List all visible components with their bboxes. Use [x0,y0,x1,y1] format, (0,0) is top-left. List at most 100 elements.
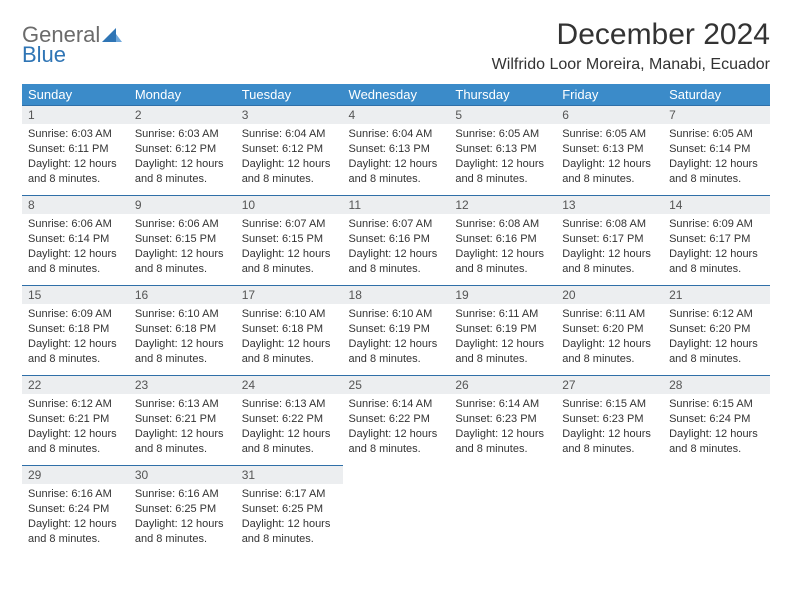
day-content: Sunrise: 6:04 AMSunset: 6:12 PMDaylight:… [236,124,343,194]
daylight-text-2: and 8 minutes. [135,262,230,277]
calendar-day-cell [556,465,663,555]
weekday-header-row: Sunday Monday Tuesday Wednesday Thursday… [22,84,770,105]
weekday-header: Friday [556,84,663,105]
daylight-text-1: Daylight: 12 hours [669,337,764,352]
calendar-week-row: 15Sunrise: 6:09 AMSunset: 6:18 PMDayligh… [22,285,770,375]
daylight-text-2: and 8 minutes. [242,532,337,547]
calendar-week-row: 29Sunrise: 6:16 AMSunset: 6:24 PMDayligh… [22,465,770,555]
calendar-day-cell: 31Sunrise: 6:17 AMSunset: 6:25 PMDayligh… [236,465,343,555]
day-content: Sunrise: 6:12 AMSunset: 6:21 PMDaylight:… [22,394,129,464]
day-content: Sunrise: 6:09 AMSunset: 6:18 PMDaylight:… [22,304,129,374]
sunrise-text: Sunrise: 6:07 AM [242,217,337,232]
daylight-text-2: and 8 minutes. [562,172,657,187]
daylight-text-2: and 8 minutes. [349,262,444,277]
daylight-text-2: and 8 minutes. [135,532,230,547]
calendar-day-cell: 27Sunrise: 6:15 AMSunset: 6:23 PMDayligh… [556,375,663,465]
day-content: Sunrise: 6:13 AMSunset: 6:22 PMDaylight:… [236,394,343,464]
daylight-text-1: Daylight: 12 hours [242,157,337,172]
daylight-text-2: and 8 minutes. [135,442,230,457]
sunrise-text: Sunrise: 6:13 AM [135,397,230,412]
day-number: 20 [556,285,663,304]
day-number: 24 [236,375,343,394]
daylight-text-2: and 8 minutes. [135,172,230,187]
calendar-day-cell: 23Sunrise: 6:13 AMSunset: 6:21 PMDayligh… [129,375,236,465]
sunset-text: Sunset: 6:17 PM [669,232,764,247]
sunset-text: Sunset: 6:24 PM [28,502,123,517]
daylight-text-1: Daylight: 12 hours [28,517,123,532]
day-content: Sunrise: 6:06 AMSunset: 6:14 PMDaylight:… [22,214,129,284]
calendar-day-cell [663,465,770,555]
sunrise-text: Sunrise: 6:12 AM [669,307,764,322]
sunrise-text: Sunrise: 6:13 AM [242,397,337,412]
calendar-day-cell: 30Sunrise: 6:16 AMSunset: 6:25 PMDayligh… [129,465,236,555]
day-content: Sunrise: 6:09 AMSunset: 6:17 PMDaylight:… [663,214,770,284]
calendar-week-row: 22Sunrise: 6:12 AMSunset: 6:21 PMDayligh… [22,375,770,465]
day-content: Sunrise: 6:05 AMSunset: 6:13 PMDaylight:… [556,124,663,194]
day-number: 31 [236,465,343,484]
daylight-text-1: Daylight: 12 hours [135,517,230,532]
calendar-table: Sunday Monday Tuesday Wednesday Thursday… [22,84,770,555]
sunset-text: Sunset: 6:15 PM [242,232,337,247]
daylight-text-2: and 8 minutes. [242,172,337,187]
sunset-text: Sunset: 6:16 PM [349,232,444,247]
sunrise-text: Sunrise: 6:05 AM [669,127,764,142]
sunset-text: Sunset: 6:25 PM [135,502,230,517]
sunset-text: Sunset: 6:22 PM [242,412,337,427]
day-content: Sunrise: 6:15 AMSunset: 6:24 PMDaylight:… [663,394,770,464]
sunset-text: Sunset: 6:12 PM [242,142,337,157]
day-number: 6 [556,105,663,124]
calendar-day-cell: 8Sunrise: 6:06 AMSunset: 6:14 PMDaylight… [22,195,129,285]
daylight-text-1: Daylight: 12 hours [455,427,550,442]
calendar-day-cell: 10Sunrise: 6:07 AMSunset: 6:15 PMDayligh… [236,195,343,285]
sunrise-text: Sunrise: 6:14 AM [349,397,444,412]
sunset-text: Sunset: 6:23 PM [455,412,550,427]
sunrise-text: Sunrise: 6:07 AM [349,217,444,232]
daylight-text-1: Daylight: 12 hours [562,247,657,262]
calendar-day-cell: 3Sunrise: 6:04 AMSunset: 6:12 PMDaylight… [236,105,343,195]
calendar-day-cell: 2Sunrise: 6:03 AMSunset: 6:12 PMDaylight… [129,105,236,195]
sunset-text: Sunset: 6:14 PM [28,232,123,247]
sunrise-text: Sunrise: 6:16 AM [28,487,123,502]
calendar-body: 1Sunrise: 6:03 AMSunset: 6:11 PMDaylight… [22,105,770,555]
day-number: 9 [129,195,236,214]
daylight-text-2: and 8 minutes. [349,442,444,457]
location-text: Wilfrido Loor Moreira, Manabi, Ecuador [492,56,770,74]
sunset-text: Sunset: 6:17 PM [562,232,657,247]
day-content: Sunrise: 6:16 AMSunset: 6:24 PMDaylight:… [22,484,129,554]
daylight-text-1: Daylight: 12 hours [562,427,657,442]
daylight-text-2: and 8 minutes. [349,352,444,367]
daylight-text-1: Daylight: 12 hours [135,337,230,352]
daylight-text-2: and 8 minutes. [562,352,657,367]
daylight-text-2: and 8 minutes. [455,172,550,187]
daylight-text-1: Daylight: 12 hours [135,247,230,262]
day-number: 11 [343,195,450,214]
daylight-text-2: and 8 minutes. [669,442,764,457]
daylight-text-2: and 8 minutes. [562,262,657,277]
sunrise-text: Sunrise: 6:08 AM [455,217,550,232]
daylight-text-1: Daylight: 12 hours [562,157,657,172]
day-number: 17 [236,285,343,304]
day-content: Sunrise: 6:14 AMSunset: 6:22 PMDaylight:… [343,394,450,464]
daylight-text-1: Daylight: 12 hours [135,157,230,172]
daylight-text-1: Daylight: 12 hours [669,247,764,262]
daylight-text-1: Daylight: 12 hours [242,337,337,352]
day-number: 2 [129,105,236,124]
calendar-week-row: 8Sunrise: 6:06 AMSunset: 6:14 PMDaylight… [22,195,770,285]
daylight-text-2: and 8 minutes. [242,262,337,277]
calendar-day-cell: 19Sunrise: 6:11 AMSunset: 6:19 PMDayligh… [449,285,556,375]
daylight-text-2: and 8 minutes. [669,172,764,187]
daylight-text-1: Daylight: 12 hours [28,157,123,172]
logo-line2: Blue [22,44,122,66]
sunrise-text: Sunrise: 6:10 AM [242,307,337,322]
day-number: 26 [449,375,556,394]
day-content: Sunrise: 6:10 AMSunset: 6:18 PMDaylight:… [129,304,236,374]
sunrise-text: Sunrise: 6:06 AM [135,217,230,232]
daylight-text-2: and 8 minutes. [349,172,444,187]
weekday-header: Tuesday [236,84,343,105]
day-content: Sunrise: 6:14 AMSunset: 6:23 PMDaylight:… [449,394,556,464]
day-content: Sunrise: 6:03 AMSunset: 6:12 PMDaylight:… [129,124,236,194]
day-number: 19 [449,285,556,304]
daylight-text-1: Daylight: 12 hours [455,337,550,352]
sunrise-text: Sunrise: 6:14 AM [455,397,550,412]
calendar-day-cell: 17Sunrise: 6:10 AMSunset: 6:18 PMDayligh… [236,285,343,375]
